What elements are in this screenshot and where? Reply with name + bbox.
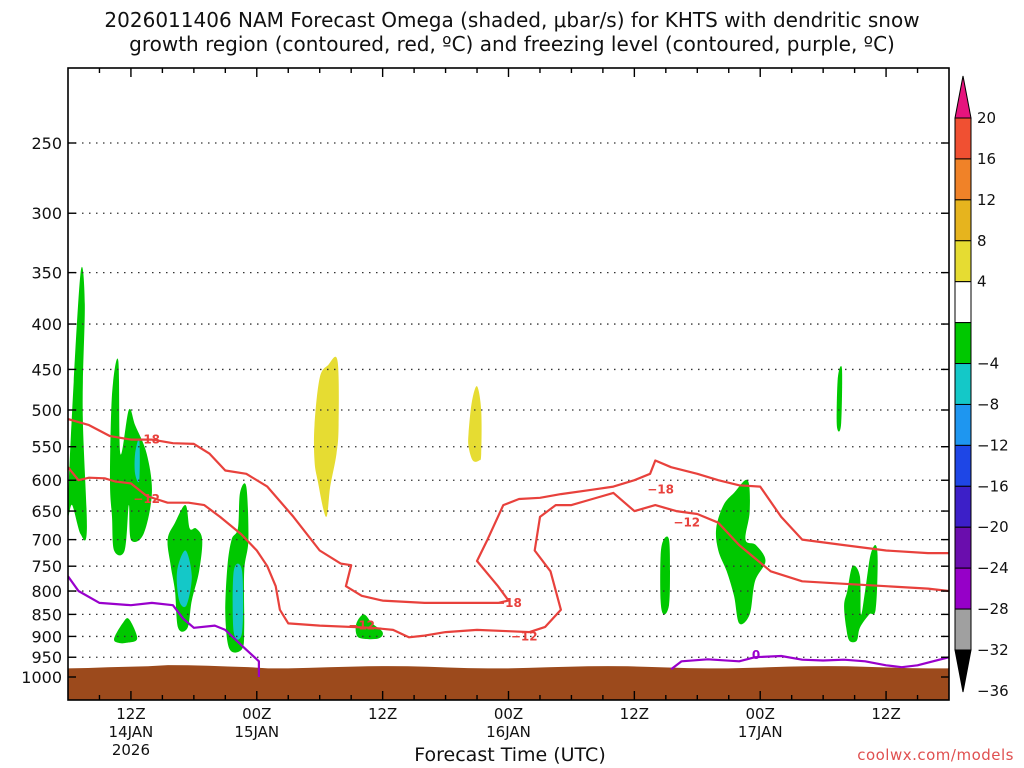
x-tick-label: 14JAN bbox=[109, 723, 154, 741]
grid-lines bbox=[68, 142, 949, 658]
contour-lines: −12 −12 −12 −12 −18 −18 −18 0 bbox=[68, 418, 949, 677]
omega-region-0 bbox=[68, 266, 87, 541]
colorbar-bin bbox=[954, 608, 972, 651]
omega-region-3 bbox=[113, 618, 138, 644]
y-tick-label: 500 bbox=[31, 401, 62, 420]
x-tick-label: 15JAN bbox=[234, 723, 279, 741]
contour-label: 0 bbox=[752, 648, 760, 662]
x-tick-label: 00Z bbox=[746, 705, 775, 723]
terrain-area bbox=[68, 665, 949, 700]
omega-region-12 bbox=[715, 479, 766, 625]
y-tick-label: 350 bbox=[31, 264, 62, 283]
y-tick-label: 250 bbox=[31, 134, 62, 153]
colorbar-bin bbox=[954, 158, 972, 201]
colorbar-tick-label: −24 bbox=[977, 559, 1009, 577]
omega-region-2 bbox=[134, 438, 140, 483]
y-tick-label: 850 bbox=[31, 605, 62, 624]
colorbar-bin bbox=[954, 526, 972, 569]
colorbar-bin bbox=[954, 199, 972, 242]
x-axis-label: Forecast Time (UTC) bbox=[414, 744, 606, 766]
y-tick-label: 550 bbox=[31, 438, 62, 457]
terrain-fill bbox=[68, 665, 949, 700]
colorbar-bin bbox=[954, 444, 972, 487]
omega-region-13 bbox=[836, 365, 843, 432]
omega-region-14 bbox=[844, 544, 878, 643]
contour-freezing-level bbox=[68, 575, 260, 677]
y-tick-label: 400 bbox=[31, 315, 62, 334]
x-tick-label: 12Z bbox=[116, 705, 145, 723]
omega-region-1 bbox=[110, 358, 152, 556]
colorbar-bin bbox=[954, 281, 972, 324]
contour-label: −18 bbox=[647, 483, 674, 497]
colorbar-bin bbox=[954, 240, 972, 283]
colorbar-tick-label: −12 bbox=[977, 436, 1009, 454]
colorbar-tick-label: −32 bbox=[977, 641, 1009, 659]
omega-region-11 bbox=[660, 536, 670, 615]
colorbar-bin bbox=[954, 322, 972, 365]
omega-region-10 bbox=[468, 386, 482, 462]
y-tick-label: 650 bbox=[31, 502, 62, 521]
colorbar: 20 16 12 8 4 −4 −8 −12 −16 −20 −24 −28 −32 −36 bbox=[954, 75, 1009, 700]
x-tick-label: 12Z bbox=[368, 705, 397, 723]
contour-label: −12 bbox=[133, 492, 160, 506]
contour-label: −12 bbox=[511, 629, 538, 643]
contour-label: −12 bbox=[348, 619, 375, 633]
omega-region-9 bbox=[313, 356, 339, 517]
y-tick-label: 800 bbox=[31, 582, 62, 601]
colorbar-tick-label: −28 bbox=[977, 600, 1009, 618]
plot-axes bbox=[67, 67, 950, 701]
contour-label: −18 bbox=[495, 596, 522, 610]
colorbar-tick-label: −16 bbox=[977, 477, 1009, 495]
contour-dgz-warm-edge bbox=[68, 466, 949, 639]
omega-shading bbox=[68, 266, 878, 653]
colorbar-tick-label: −4 bbox=[977, 355, 999, 373]
contour-freezing-level-b bbox=[670, 654, 949, 671]
y-tick-label: 300 bbox=[31, 204, 62, 223]
colorbar-extend-max bbox=[954, 75, 972, 119]
x-tick-label: 00Z bbox=[494, 705, 523, 723]
x-tick-label: 12Z bbox=[620, 705, 649, 723]
colorbar-tick-label: 20 bbox=[977, 109, 996, 127]
y-tick-label: 950 bbox=[31, 648, 62, 667]
credit-text: coolwx.com/models bbox=[857, 746, 1014, 764]
colorbar-bin bbox=[954, 485, 972, 528]
colorbar-bin bbox=[954, 567, 972, 610]
y-tick-label: 1000 bbox=[21, 668, 62, 687]
contour-dgz-cold-edge bbox=[68, 418, 949, 604]
x-tick-label: 2026 bbox=[112, 741, 150, 759]
x-tick-label: 12Z bbox=[871, 705, 900, 723]
omega-region-7 bbox=[232, 563, 244, 640]
chart-title: 2026011406 NAM Forecast Omega (shaded, μ… bbox=[0, 8, 1024, 56]
y-tick-label: 900 bbox=[31, 627, 62, 646]
colorbar-tick-label: 8 bbox=[977, 232, 987, 250]
y-tick-label: 700 bbox=[31, 531, 62, 550]
y-tick-label: 600 bbox=[31, 471, 62, 490]
y-tick-label: 750 bbox=[31, 557, 62, 576]
contour-label: −12 bbox=[673, 516, 700, 530]
omega-region-5 bbox=[176, 550, 192, 608]
y-axis-ticks: 250 300 350 400 450 500 550 600 650 700 750 800 850 9… bbox=[21, 134, 949, 687]
chart-title-line1: 2026011406 NAM Forecast Omega (shaded, μ… bbox=[104, 8, 920, 32]
contour-label: −18 bbox=[133, 433, 160, 447]
colorbar-tick-label: −20 bbox=[977, 518, 1009, 536]
y-tick-label: 450 bbox=[31, 360, 62, 379]
colorbar-tick-label: −36 bbox=[977, 682, 1009, 700]
x-tick-label: 16JAN bbox=[486, 723, 531, 741]
colorbar-extend-min bbox=[954, 649, 972, 693]
colorbar-tick-label: 12 bbox=[977, 191, 996, 209]
x-tick-label: 00Z bbox=[242, 705, 271, 723]
colorbar-bin bbox=[954, 117, 972, 160]
colorbar-bin bbox=[954, 363, 972, 405]
colorbar-tick-label: 4 bbox=[977, 273, 987, 291]
colorbar-tick-label: 16 bbox=[977, 150, 996, 168]
chart-title-line2: growth region (contoured, red, ºC) and f… bbox=[129, 32, 895, 56]
colorbar-bin bbox=[954, 403, 972, 446]
colorbar-tick-label: −8 bbox=[977, 395, 999, 413]
x-tick-label: 17JAN bbox=[738, 723, 783, 741]
